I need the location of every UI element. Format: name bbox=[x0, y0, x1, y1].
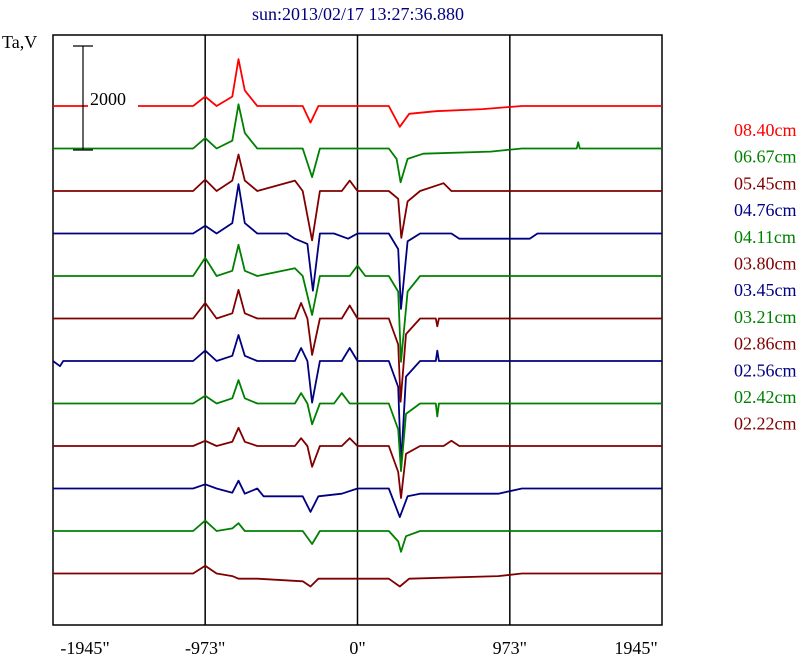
series-line-11 bbox=[53, 564, 662, 588]
series-line-9 bbox=[53, 479, 662, 518]
legend-item-11: 02.22cm bbox=[734, 414, 797, 434]
legend: 08.40cm 06.67cm 05.45cm 04.76cm 04.11cm 03.80… bbox=[734, 120, 797, 434]
x-tick-labels: -1945" -973" 0" 973" 1945" bbox=[60, 638, 657, 658]
series-line-8 bbox=[53, 426, 662, 499]
x-tick-label-4: 1945" bbox=[614, 638, 657, 658]
legend-item-9: 02.56cm bbox=[734, 360, 797, 380]
series-line-1 bbox=[53, 103, 662, 184]
legend-item-0: 08.40cm bbox=[734, 120, 797, 140]
series-line-3 bbox=[53, 183, 662, 310]
amplitude-scale-bar: 2000 bbox=[73, 45, 138, 151]
legend-item-4: 04.11cm bbox=[734, 227, 796, 247]
series-line-10 bbox=[53, 519, 662, 553]
legend-item-1: 06.67cm bbox=[734, 147, 797, 167]
x-tick-label-0: -1945" bbox=[60, 638, 109, 658]
x-tick-label-1: -973" bbox=[185, 638, 225, 658]
scale-bar-label: 2000 bbox=[90, 89, 126, 109]
legend-item-10: 02.42cm bbox=[734, 387, 797, 407]
series-group bbox=[52, 58, 662, 588]
series-line-5 bbox=[53, 289, 662, 403]
series-line-7 bbox=[53, 379, 662, 472]
series-line-0 bbox=[53, 58, 662, 128]
series-line-4 bbox=[53, 243, 662, 363]
legend-item-8: 02.86cm bbox=[734, 334, 797, 354]
vertical-reference-lines bbox=[204, 35, 511, 625]
chart-title: sun:2013/02/17 13:27:36.880 bbox=[252, 4, 464, 24]
x-tick-label-3: 973" bbox=[493, 638, 527, 658]
series-line-2 bbox=[53, 153, 662, 242]
legend-item-7: 03.21cm bbox=[734, 307, 797, 327]
legend-item-5: 03.80cm bbox=[734, 254, 797, 274]
y-axis-label: Ta,V bbox=[2, 32, 37, 52]
series-line-6 bbox=[52, 334, 662, 466]
scale-bar-label-background bbox=[88, 89, 138, 109]
legend-item-6: 03.45cm bbox=[734, 280, 797, 300]
x-tick-label-2: 0" bbox=[349, 638, 365, 658]
legend-item-3: 04.76cm bbox=[734, 200, 797, 220]
legend-item-2: 05.45cm bbox=[734, 173, 797, 193]
